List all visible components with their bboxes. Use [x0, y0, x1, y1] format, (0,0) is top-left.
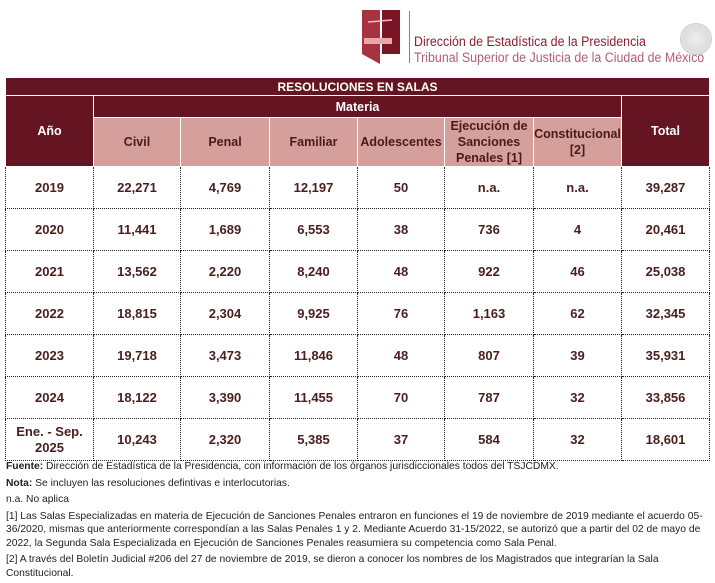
- value-cell: 19,718: [93, 334, 181, 377]
- column-header: Civil: [93, 117, 181, 167]
- table-row: 2021 13,562 2,220 8,240 48 922 46 25,038: [5, 250, 711, 293]
- value-cell: 9,925: [269, 292, 358, 335]
- total-cell: 20,461: [620, 208, 711, 251]
- value-cell: 3,390: [180, 376, 270, 419]
- value-cell: 6,553: [269, 208, 358, 251]
- footnote-2: [2] A través del Boletín Judicial #206 d…: [6, 554, 659, 579]
- table-row: 2019 22,271 4,769 12,197 50 n.a. n.a. 39,287: [5, 166, 711, 209]
- value-cell: 11,455: [269, 376, 358, 419]
- value-cell: 4,769: [180, 166, 270, 209]
- divider: [409, 11, 410, 63]
- total-cell: 33,856: [620, 376, 711, 419]
- year-cell: 2021: [5, 250, 94, 293]
- table-row: 2022 18,815 2,304 9,925 76 1,163 62 32,345: [5, 292, 711, 335]
- value-cell: 13,562: [93, 250, 181, 293]
- materia-header: Materia: [93, 95, 622, 118]
- value-cell: 38: [357, 208, 445, 251]
- header-title: Dirección de Estadística de la Presidenc…: [414, 34, 646, 49]
- value-cell: 46: [533, 250, 622, 293]
- note-text: Se incluyen las resoluciones defintivas …: [32, 477, 290, 489]
- source-text: Dirección de Estadística de la Presidenc…: [43, 461, 559, 472]
- value-cell: 48: [357, 334, 445, 377]
- value-cell: 584: [444, 418, 534, 461]
- value-cell: 76: [357, 292, 445, 335]
- value-cell: 48: [357, 250, 445, 293]
- year-cell: 2020: [5, 208, 94, 251]
- column-header: Penal: [180, 117, 270, 167]
- value-cell: 2,320: [180, 418, 270, 461]
- note-label: Nota:: [6, 477, 33, 489]
- value-cell: 10,243: [93, 418, 181, 461]
- value-cell: 787: [444, 376, 534, 419]
- year-cell: 2023: [5, 334, 94, 377]
- year-cell: Ene. - Sep. 2025: [5, 418, 94, 461]
- value-cell: 736: [444, 208, 534, 251]
- year-cell: 2019: [5, 166, 94, 209]
- value-cell: 18,815: [93, 292, 181, 335]
- value-cell: 1,689: [180, 208, 270, 251]
- column-header: Constitucional [2]: [533, 117, 622, 167]
- value-cell: 22,271: [93, 166, 181, 209]
- value-cell: 807: [444, 334, 534, 377]
- value-cell: 922: [444, 250, 534, 293]
- year-header: Año: [5, 95, 94, 167]
- total-cell: 18,601: [620, 418, 711, 461]
- value-cell: 2,220: [180, 250, 270, 293]
- value-cell: 4: [533, 208, 622, 251]
- year-cell: 2024: [5, 376, 94, 419]
- value-cell: 3,473: [180, 334, 270, 377]
- value-cell: 1,163: [444, 292, 534, 335]
- column-header: Adolescentes: [357, 117, 445, 167]
- total-cell: 25,038: [620, 250, 711, 293]
- institution-logo: [362, 10, 400, 64]
- table-row: 2020 11,441 1,689 6,553 38 736 4 20,461: [5, 208, 711, 251]
- value-cell: 32: [533, 418, 622, 461]
- value-cell: 18,122: [93, 376, 181, 419]
- value-cell: 12,197: [269, 166, 358, 209]
- table-row: 2024 18,122 3,390 11,455 70 787 32 33,856: [5, 376, 711, 419]
- value-cell: 50: [357, 166, 445, 209]
- table-row: 2023 19,718 3,473 11,846 48 807 39 35,931: [5, 334, 711, 377]
- value-cell: 62: [533, 292, 622, 335]
- value-cell: 70: [357, 376, 445, 419]
- source-note: Fuente: Dirección de Estadística de la P…: [6, 460, 711, 474]
- note: Nota: Se incluyen las resoluciones defin…: [6, 477, 711, 491]
- total-cell: 32,345: [620, 292, 711, 335]
- column-header: Familiar: [269, 117, 358, 167]
- year-cell: 2022: [5, 292, 94, 335]
- value-cell: 5,385: [269, 418, 358, 461]
- value-cell: 32: [533, 376, 622, 419]
- value-cell: 8,240: [269, 250, 358, 293]
- value-cell: 2,304: [180, 292, 270, 335]
- na-note: n.a. No aplica: [6, 494, 69, 505]
- header: Dirección de Estadística de la Presidenc…: [362, 9, 712, 65]
- total-cell: 39,287: [620, 166, 711, 209]
- footnotes: Fuente: Dirección de Estadística de la P…: [6, 460, 711, 583]
- table-title: RESOLUCIONES EN SALAS: [4, 77, 711, 96]
- value-cell: 11,441: [93, 208, 181, 251]
- value-cell: n.a.: [533, 166, 622, 209]
- footnote-1: [1] Las Salas Especializadas en materia …: [6, 510, 703, 549]
- value-cell: n.a.: [444, 166, 534, 209]
- table-row: Ene. - Sep. 2025 10,243 2,320 5,385 37 584 32 1…: [5, 418, 711, 461]
- value-cell: 37: [357, 418, 445, 461]
- source-label: Fuente:: [6, 461, 44, 472]
- national-seal-icon: [680, 23, 712, 55]
- value-cell: 11,846: [269, 334, 358, 377]
- total-cell: 35,931: [620, 334, 711, 377]
- resolutions-table: RESOLUCIONES EN SALAS Año Materia Total …: [4, 77, 711, 461]
- value-cell: 39: [533, 334, 622, 377]
- column-header: Ejecución de Sanciones Penales [1]: [444, 117, 534, 167]
- total-header: Total: [620, 95, 711, 167]
- header-subtitle: Tribunal Superior de Justicia de la Ciud…: [414, 50, 705, 65]
